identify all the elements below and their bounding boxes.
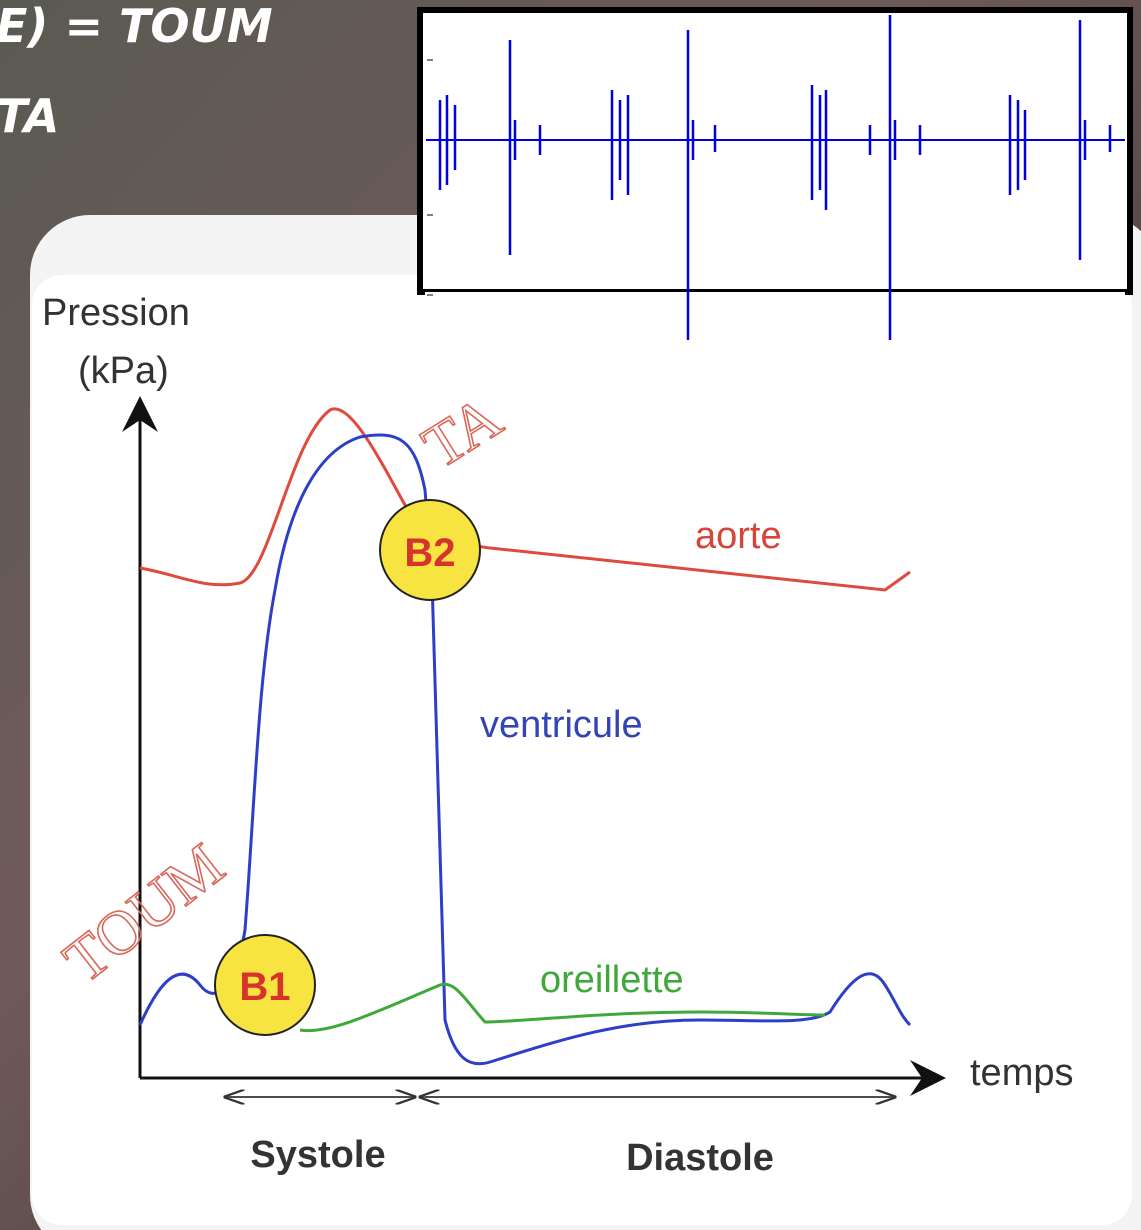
phase-label: Diastole	[626, 1137, 774, 1179]
atrium-curve	[299, 982, 826, 1033]
curve-label: aorte	[695, 515, 782, 557]
x-axis-label: temps	[970, 1052, 1073, 1094]
curve-label: oreillette	[540, 959, 684, 1001]
chart-panel	[32, 275, 1132, 1225]
y-axis-label: (kPa)	[78, 350, 169, 392]
aorta-curve	[139, 407, 911, 592]
marker-label: B1	[239, 965, 290, 1009]
b1-marker	[214, 934, 316, 1036]
curve-label: ventricule	[480, 704, 643, 746]
header-line: TA	[0, 89, 59, 143]
waveform-panel	[417, 7, 1133, 342]
b2-marker	[379, 499, 481, 601]
y-axis-label: Pression	[42, 292, 190, 334]
marker-label: B2	[404, 531, 455, 575]
phase-label: Systole	[250, 1134, 385, 1176]
header-line: E) = TOUM	[0, 0, 273, 53]
